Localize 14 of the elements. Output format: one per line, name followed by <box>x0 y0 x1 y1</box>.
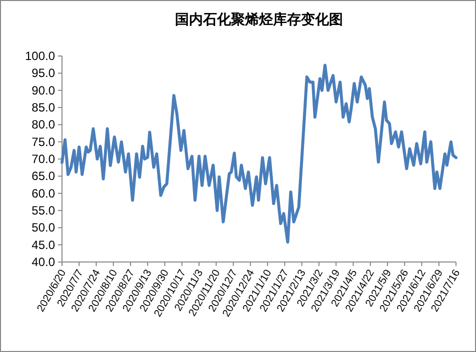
y-tick-label: 55.0 <box>32 204 56 218</box>
y-tick-label: 45.0 <box>32 238 56 252</box>
y-tick-label: 60.0 <box>32 186 56 200</box>
y-tick-label: 95.0 <box>32 66 56 80</box>
y-tick-label: 70.0 <box>32 152 56 166</box>
y-tick-label: 75.0 <box>32 134 56 149</box>
y-tick-label: 85.0 <box>32 100 56 114</box>
y-tick-label: 40.0 <box>32 255 56 269</box>
y-tick-label: 100.0 <box>24 49 56 63</box>
chart-title: 国内石化聚烯烃库存变化图 <box>175 11 343 28</box>
y-tick-label: 65.0 <box>32 169 56 184</box>
y-tick-label: 90.0 <box>32 83 56 98</box>
y-tick-label: 50.0 <box>32 220 56 235</box>
y-tick-label: 80.0 <box>32 118 56 132</box>
